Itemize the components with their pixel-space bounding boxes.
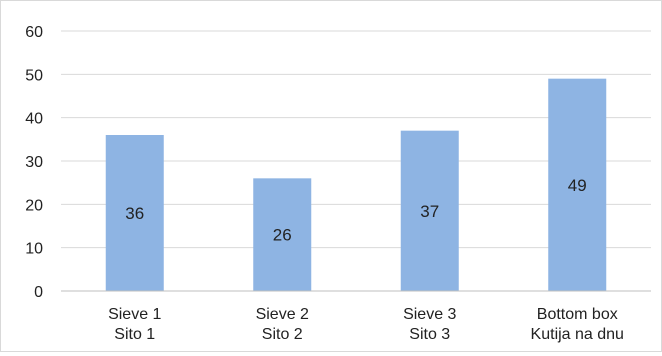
x-tick-label: Sieve 1 Sito 1 [108,306,161,343]
x-axis-tick-labels: Sieve 1 Sito 1 Sieve 2 Sito 2 Sieve 3 Sito 3 B… [108,306,624,343]
x-tick-label: Bottom box Kutija na dnu [531,306,624,343]
y-tick-label: 60 [25,24,43,41]
bars [105,78,607,292]
x-tick-label-line: Sieve 2 [256,306,309,323]
y-tick-label: 40 [25,111,43,128]
x-tick-label-line: Sito 3 [409,326,450,343]
y-tick-label: 50 [25,67,43,84]
x-tick-label-line: Sito 1 [114,326,155,343]
data-label: 37 [420,202,439,221]
x-tick-label-line: Sito 2 [262,326,303,343]
data-label: 36 [125,204,144,223]
x-tick-label-line: Sieve 3 [403,306,456,323]
bar [548,78,607,292]
x-tick-label: Sieve 3 Sito 3 [403,306,456,343]
y-tick-label: 20 [25,197,43,214]
x-tick-label: Sieve 2 Sito 2 [256,306,309,343]
y-tick-label: 30 [25,154,43,171]
bar [400,130,459,291]
y-tick-label: 10 [25,241,43,258]
data-label: 49 [568,176,587,195]
data-labels: 36 26 37 49 [125,176,586,245]
y-axis-tick-labels: 0 10 20 30 40 50 60 [25,24,43,301]
bar [253,178,312,291]
x-tick-label-line: Kutija na dnu [531,326,624,343]
bar [105,135,164,291]
data-label: 26 [273,226,292,245]
x-tick-label-line: Bottom box [537,306,618,323]
y-tick-label: 0 [34,284,43,301]
x-tick-label-line: Sieve 1 [108,306,161,323]
